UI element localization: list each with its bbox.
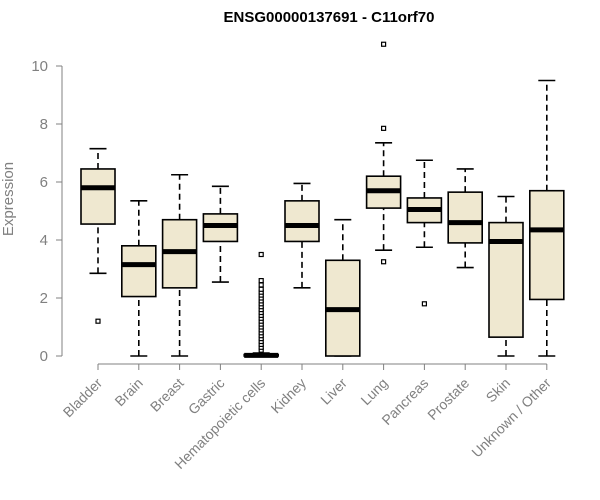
box-rect xyxy=(528,189,565,301)
outlier-point xyxy=(95,318,101,324)
x-tick-label: Bladder xyxy=(60,375,106,421)
outlier-point xyxy=(421,301,427,307)
box-rect xyxy=(447,191,484,244)
x-tick-label: Breast xyxy=(147,375,187,415)
x-tick-label: Liver xyxy=(317,375,350,408)
box-liver xyxy=(324,218,361,357)
x-tick-label: Prostate xyxy=(424,375,472,423)
y-tick-label: 6 xyxy=(40,174,48,191)
box-rect xyxy=(284,200,320,243)
x-tick-label: Lung xyxy=(357,375,390,408)
box-skin xyxy=(488,195,524,357)
box-series xyxy=(80,41,565,358)
box-lung xyxy=(365,41,402,265)
box-brain xyxy=(121,200,157,357)
y-tick-label: 10 xyxy=(31,58,48,75)
y-tick-label: 8 xyxy=(40,116,48,133)
outlier-point xyxy=(381,259,387,265)
x-tick-label: Skin xyxy=(483,375,514,406)
chart-title: ENSG00000137691 - C11orf70 xyxy=(224,9,435,26)
box-rect xyxy=(80,168,116,225)
box-rect xyxy=(121,245,157,298)
box-prostate xyxy=(447,168,484,269)
outlier-point xyxy=(381,125,387,131)
x-tick-label: Kidney xyxy=(268,375,310,417)
y-axis: 0 2 4 6 8 10 xyxy=(31,58,63,365)
box-breast xyxy=(161,173,198,357)
box-unknown-other xyxy=(528,79,565,357)
outlier-point xyxy=(381,41,387,47)
outlier-point xyxy=(258,278,264,284)
box-kidney xyxy=(284,182,320,289)
y-axis-label: Expression xyxy=(0,162,17,236)
box-pancreas xyxy=(406,159,443,307)
outlier-point xyxy=(258,251,264,258)
y-tick-label: 2 xyxy=(40,290,48,307)
outlier-point xyxy=(258,286,264,292)
box-bladder xyxy=(80,147,116,324)
y-tick-label: 4 xyxy=(40,232,48,249)
x-tick-label: Brain xyxy=(111,375,145,409)
y-tick-label: 0 xyxy=(40,348,48,365)
box-hematopoietic-cells xyxy=(243,251,279,358)
outlier-point xyxy=(258,282,264,288)
box-gastric xyxy=(202,185,239,283)
